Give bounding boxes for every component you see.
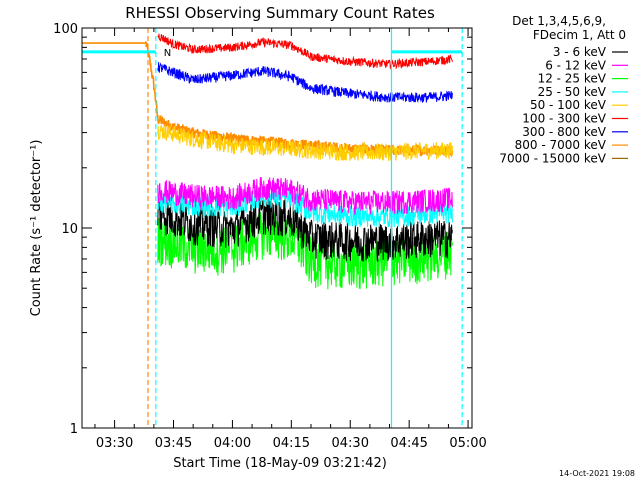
series-line-6-12-kev: [157, 176, 453, 215]
chart-title: RHESSI Observing Summary Count Rates: [125, 4, 435, 22]
x-tick-label: 03:30: [96, 436, 133, 451]
y-tick-label: 10: [61, 222, 78, 237]
y-tick-label: 100: [53, 22, 78, 37]
legend-label-25-50-kev: 25 - 50 keV: [538, 85, 607, 99]
legend-label-6-12-kev: 6 - 12 keV: [545, 58, 607, 72]
x-tick-label: 03:45: [155, 436, 192, 451]
legend-label-12-25-kev: 12 - 25 keV: [538, 72, 607, 86]
series-layer: [82, 33, 463, 290]
footer-timestamp: 14-Oct-2021 19:08: [559, 469, 635, 478]
x-tick-label: 04:45: [390, 436, 427, 451]
ticks-layer: [82, 27, 472, 429]
plot-area: N: [81, 27, 473, 429]
x-tick-label: 05:00: [449, 436, 486, 451]
y-tick-label: 1: [70, 422, 78, 437]
x-tick-label: 04:00: [214, 436, 251, 451]
series-line-50-100-kev: [157, 124, 453, 162]
x-tick-label: 04:30: [332, 436, 369, 451]
y-tick-labels: 1 10 100: [53, 22, 78, 437]
series-line-100-300-kev: [157, 33, 453, 70]
legend: Det 1,3,4,5,6,9, FDecim 1, Att 0 3 - 6 k…: [499, 14, 628, 165]
series-line-300-800-kev: [157, 62, 453, 103]
series-line-800-7000-kev: [82, 41, 454, 158]
legend-header-line-1: Det 1,3,4,5,6,9,: [512, 14, 606, 28]
legend-label-3-6-kev: 3 - 6 keV: [553, 45, 607, 59]
legend-label-7000-15000-kev: 7000 - 15000 keV: [499, 151, 606, 165]
annotation-1: N: [164, 48, 171, 59]
legend-label-300-800-kev: 300 - 800 keV: [522, 125, 606, 139]
legend-label-100-300-kev: 100 - 300 keV: [522, 112, 606, 126]
x-tick-labels: 03:30 03:45 04:00 04:15 04:30 04:45 05:00: [96, 436, 487, 451]
x-tick-label: 04:15: [273, 436, 310, 451]
legend-label-50-100-kev: 50 - 100 keV: [530, 98, 607, 112]
legend-header-line-2: FDecim 1, Att 0: [533, 28, 626, 42]
x-axis-label: Start Time (18-May-09 03:21:42): [173, 456, 387, 471]
legend-label-800-7000-kev: 800 - 7000 keV: [515, 138, 607, 152]
y-axis-label: Count Rate (s⁻¹ detector⁻¹): [29, 140, 44, 317]
